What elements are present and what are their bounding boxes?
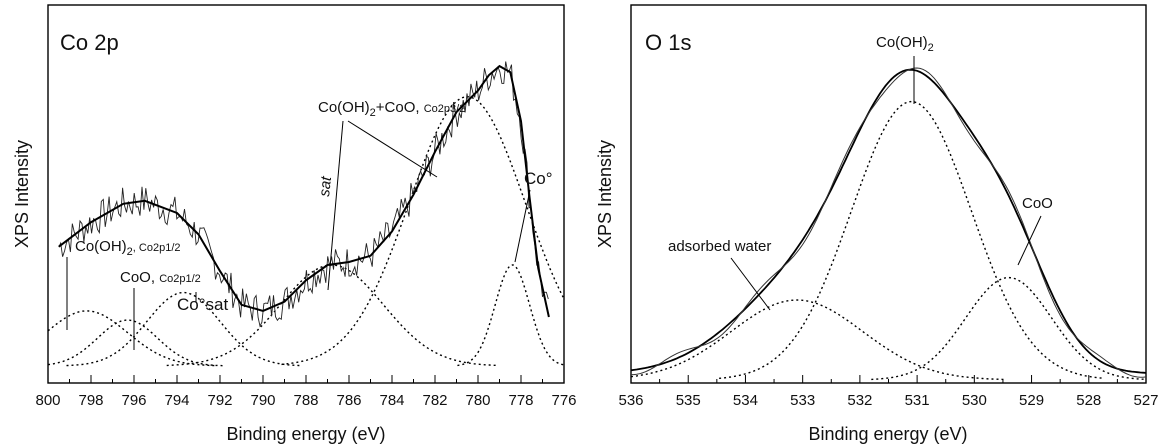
- co2p-x-tick-label: 784: [379, 392, 404, 409]
- co2p-x-tick-label: 796: [121, 392, 146, 409]
- leader-co-metal: [514, 189, 531, 263]
- o1s-x-tick-label: 532: [847, 392, 872, 409]
- co2p-x-tick-label: 782: [422, 392, 447, 409]
- o1s-component-peak-1: [719, 100, 1103, 379]
- leader-adsorbed-water: [730, 257, 771, 311]
- annot-o1s-coh2: Co(OH)2: [876, 34, 934, 54]
- leader-co2p32: [347, 120, 438, 178]
- co2p-x-tick-label: 794: [164, 392, 189, 409]
- co2p-x-tick-label: 780: [465, 392, 490, 409]
- co2p-x-tick-label: 788: [293, 392, 318, 409]
- annot-co-metal: Co°: [524, 169, 553, 188]
- co2p-raw-spectrum: [58, 61, 549, 328]
- o1s-x-tick-label: 530: [962, 392, 987, 409]
- co2p-x-tick-label: 786: [336, 392, 361, 409]
- o1s-x-tick-label: 534: [733, 392, 758, 409]
- annot-coh2-coo-co2p32: Co(OH)2+CoO, Co2p3/2: [318, 99, 465, 119]
- o1s-component-peak-0: [630, 299, 1006, 381]
- co2p-x-tick-label: 798: [78, 392, 103, 409]
- o1s-annotations: Co(OH)2 CoO adsorbed water: [668, 34, 1053, 311]
- o1s-fitted-envelope: [630, 68, 1147, 374]
- co2p-component-peak-5: [457, 264, 564, 367]
- leader-sat: [327, 120, 344, 291]
- co2p-y-axis-label: XPS Intensity: [12, 140, 32, 248]
- o1s-panel: O 1s Binding energy (eV) XPS Intensity 5…: [595, 4, 1159, 444]
- co2p-x-tick-label: 776: [551, 392, 576, 409]
- co2p-x-axis-label: Binding energy (eV): [226, 424, 385, 444]
- annot-coh2-co2p12: Co(OH)2, Co2p1/2: [75, 238, 181, 258]
- co2p-component-peak-3: [166, 264, 497, 367]
- o1s-x-tick-label: 535: [676, 392, 701, 409]
- co2p-fitted-envelope: [58, 64, 550, 318]
- o1s-x-tick-label: 529: [1019, 392, 1044, 409]
- co2p-component-peak-0: [47, 310, 217, 367]
- co2p-x-tick-label: 790: [250, 392, 275, 409]
- o1s-x-tick-label: 527: [1133, 392, 1158, 409]
- co2p-component-peak-1: [47, 319, 224, 367]
- o1s-x-axis-label: Binding energy (eV): [808, 424, 967, 444]
- o1s-panel-label: O 1s: [645, 30, 691, 55]
- co2p-x-tick-label: 800: [35, 392, 60, 409]
- o1s-x-tick-label: 531: [905, 392, 930, 409]
- annot-sat: sat: [316, 175, 335, 198]
- annot-o1s-coo: CoO: [1022, 195, 1053, 212]
- o1s-measured-spectrum: [631, 67, 1147, 378]
- co2p-panel-label: Co 2p: [60, 30, 119, 55]
- o1s-x-tick-label: 533: [790, 392, 815, 409]
- leader-o1s-coo: [1017, 215, 1042, 266]
- co2p-x-tick-label: 778: [508, 392, 533, 409]
- annot-co-sat: Co°sat: [177, 295, 228, 314]
- co2p-annotations: Co(OH)2, Co2p1/2 CoO, Co2p1/2 Co°sat sat…: [66, 99, 553, 350]
- o1s-y-axis-label: XPS Intensity: [595, 140, 615, 248]
- annot-adsorbed-water: adsorbed water: [668, 238, 771, 255]
- annot-coo-co2p12: CoO, Co2p1/2: [120, 269, 201, 286]
- o1s-x-tick-label: 536: [618, 392, 643, 409]
- co2p-x-tick-label: 792: [207, 392, 232, 409]
- o1s-x-tick-label: 528: [1076, 392, 1101, 409]
- co2p-panel: Co 2p Binding energy (eV) XPS Intensity …: [12, 4, 577, 444]
- co2p-plot-frame: [47, 4, 565, 384]
